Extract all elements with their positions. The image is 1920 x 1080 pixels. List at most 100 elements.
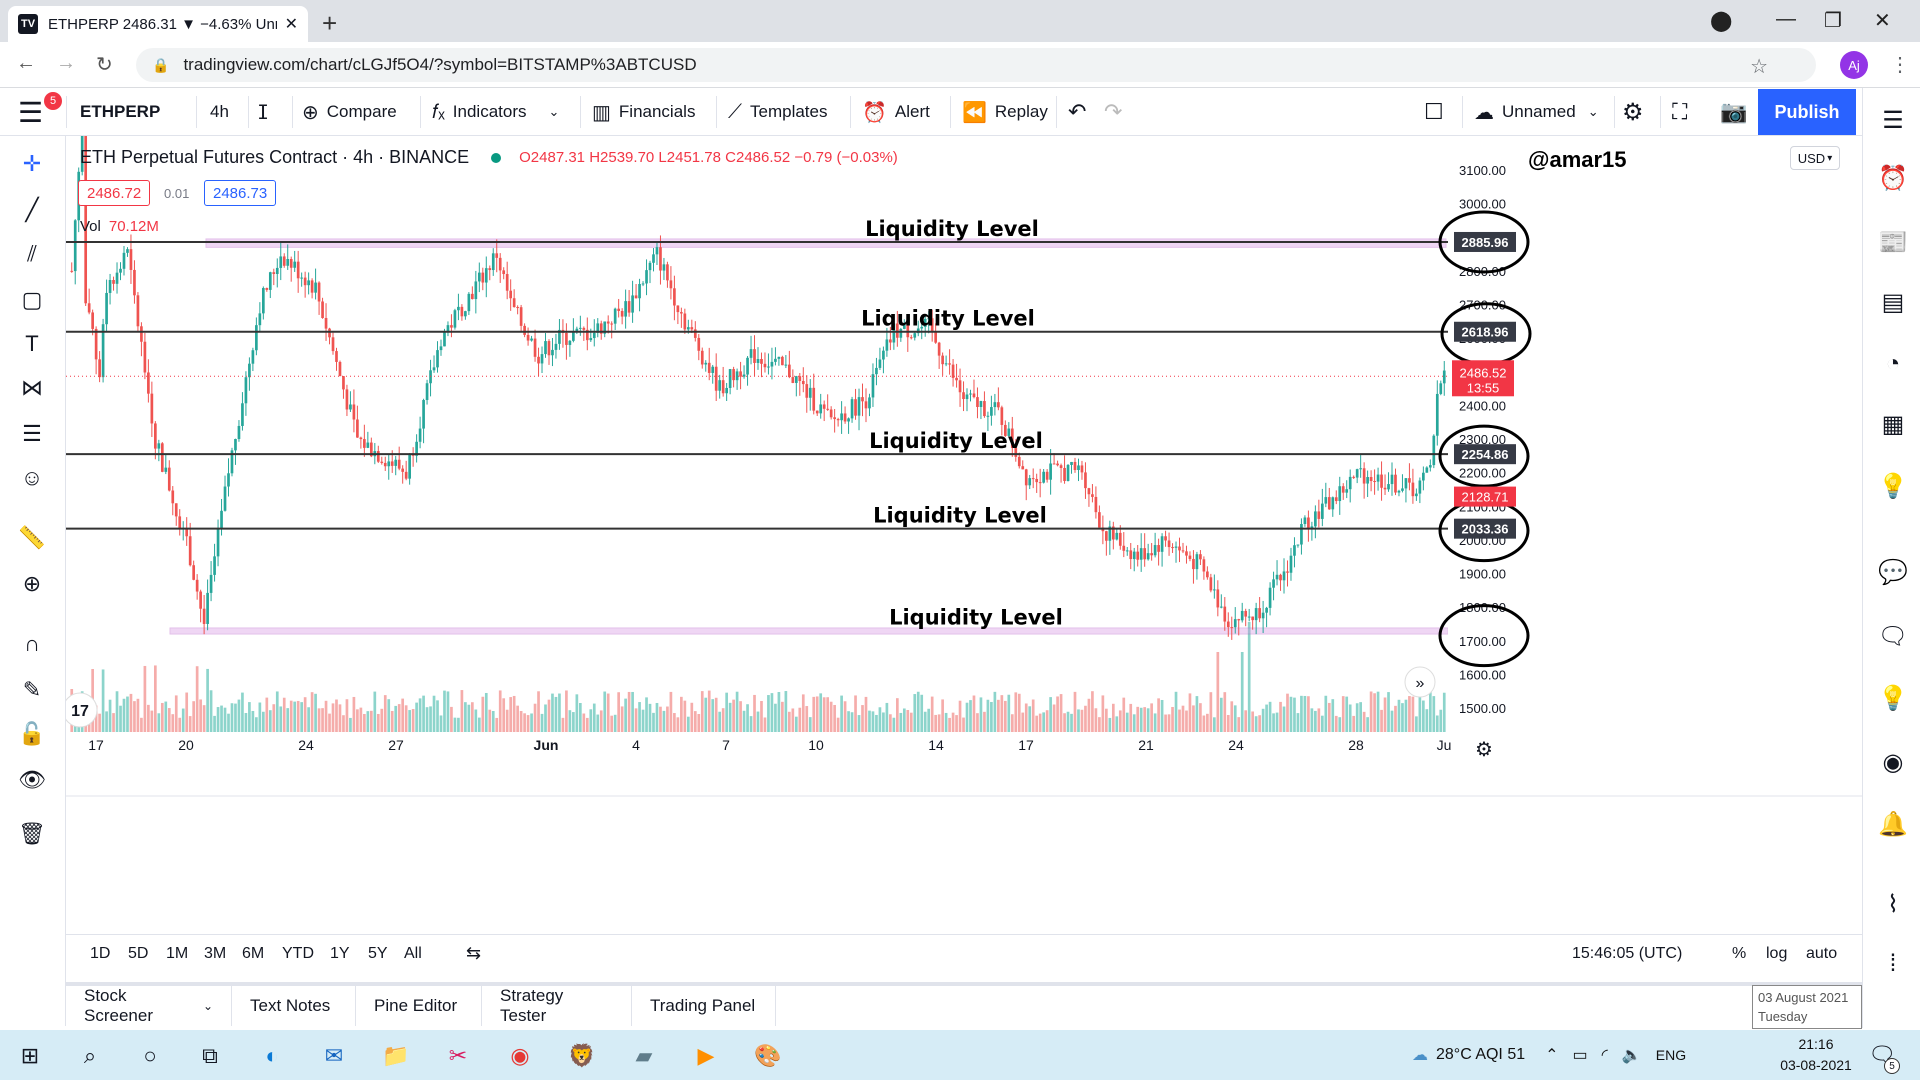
notifications-bell-icon[interactable]: 🔔 — [1878, 810, 1908, 838]
tab-stock-screener[interactable]: Stock Screener ⌄ — [66, 986, 232, 1026]
log-scale-toggle[interactable]: log — [1766, 945, 1788, 962]
trash-icon[interactable]: 🗑 — [18, 821, 46, 846]
ideas-bulb-icon[interactable]: 💡 — [1878, 472, 1908, 500]
media-player-icon[interactable]: ▶ — [697, 1043, 715, 1068]
volume-icon[interactable]: 🔈 — [1621, 1047, 1642, 1064]
paint-icon[interactable]: 🎨 — [754, 1043, 782, 1068]
zoom-in-icon[interactable]: ⊕ — [22, 571, 42, 596]
sell-price-button[interactable]: 2486.72 — [78, 180, 151, 206]
alert-button[interactable]: ⏰ Alert — [862, 101, 930, 124]
minimize-icon[interactable]: — — [1776, 8, 1796, 30]
scroll-realtime-button[interactable] — [1404, 666, 1436, 698]
fib-tool-icon[interactable]: ⫽ — [27, 241, 37, 266]
snip-tool-icon[interactable]: ✂ — [448, 1043, 468, 1068]
search-icon[interactable]: ⌕ — [83, 1043, 97, 1068]
tab-trading-panel[interactable]: Trading Panel — [632, 986, 776, 1026]
close-tab-icon[interactable]: ✕ — [284, 16, 298, 33]
symbol-search[interactable]: ETHPERP — [80, 102, 161, 121]
trend-icon[interactable]: ⌇ — [1887, 890, 1899, 918]
calendar-icon[interactable]: ▦ — [1881, 410, 1905, 438]
fullscreen-icon[interactable]: ⛶ — [1672, 99, 1688, 124]
trend-line-icon[interactable]: ╱ — [25, 197, 39, 222]
financials-button[interactable]: ▥ Financials — [592, 101, 696, 124]
range-1m[interactable]: 1M — [166, 945, 189, 962]
currency-select[interactable]: USD ▾ — [1790, 146, 1840, 170]
percent-scale-toggle[interactable]: % — [1732, 945, 1747, 962]
camera-icon[interactable]: 📷 — [1720, 99, 1748, 124]
emoji-icon[interactable]: ☺ — [20, 465, 44, 490]
range-ytd[interactable]: YTD — [282, 945, 314, 962]
back-icon[interactable]: ← — [16, 52, 36, 74]
replay-button[interactable]: ⏪ Replay — [962, 101, 1048, 124]
pattern-icon[interactable]: ⋈ — [21, 375, 43, 400]
browser-menu-icon[interactable]: ⋮ — [1890, 54, 1910, 76]
taskbar-clock[interactable]: 21:16 03-08-2021 — [1780, 1036, 1852, 1073]
chats-icon[interactable]: 💬 — [1878, 558, 1908, 586]
interval-select[interactable]: 4h — [210, 102, 229, 121]
alerts-clock-icon[interactable]: ⏰ — [1878, 164, 1908, 192]
windows-start-icon[interactable]: ⊞ — [20, 1043, 40, 1068]
crosshair-icon[interactable]: ✛ — [22, 151, 42, 176]
maximize-icon[interactable]: ❐ — [1824, 10, 1842, 32]
range-1d[interactable]: 1D — [90, 945, 111, 962]
chart-style-icon[interactable]: ⵊ — [258, 101, 269, 124]
undo-icon[interactable]: ↶ — [1068, 99, 1087, 124]
tab-pine-editor[interactable]: Pine Editor — [356, 986, 482, 1026]
forward-icon[interactable]: → — [56, 52, 76, 74]
redo-icon[interactable]: ↷ — [1104, 99, 1123, 124]
brave-icon[interactable]: 🦁 — [568, 1043, 596, 1068]
idea-stream-icon[interactable]: 💡 — [1878, 684, 1908, 712]
weather-cloud-icon[interactable]: ☁ — [1412, 1047, 1428, 1064]
browser-tab[interactable]: TV ETHPERP 2486.31 ▼ −4.63% Unn ✕ — [8, 6, 308, 42]
compare-button[interactable]: ⊕ Compare — [302, 101, 397, 124]
auto-scale-toggle[interactable]: auto — [1806, 945, 1838, 962]
layout-name-button[interactable]: ☁ Unnamed ⌄ — [1474, 101, 1599, 124]
magnet-icon[interactable]: ∩ — [24, 631, 40, 656]
buy-price-button[interactable]: 2486.73 — [204, 180, 277, 206]
reload-icon[interactable]: ↻ — [96, 54, 113, 76]
range-6m[interactable]: 6M — [242, 945, 265, 962]
tab-text-notes[interactable]: Text Notes — [232, 986, 356, 1026]
chrome-icon[interactable]: ◉ — [510, 1043, 530, 1068]
edge-browser-icon[interactable]: ◐ — [265, 1043, 279, 1068]
layout-square-icon[interactable]: ☐ — [1424, 99, 1444, 124]
shapes-icon[interactable]: ▢ — [21, 287, 43, 312]
main-menu-icon[interactable]: ☰ — [18, 96, 44, 128]
weather-text[interactable]: 28°C AQI 51 — [1436, 1046, 1526, 1063]
wifi-icon[interactable]: ◜ — [1601, 1047, 1608, 1064]
templates-button[interactable]: ⟋ Templates — [728, 100, 828, 123]
streams-icon[interactable]: ◉ — [1882, 748, 1904, 776]
range-5y[interactable]: 5Y — [368, 945, 388, 962]
url-field[interactable]: 🔒 tradingview.com/chart/cLGJf5O4/?symbol… — [136, 48, 1816, 82]
lock-icon[interactable]: 🔓 — [18, 721, 46, 746]
profile-menu-icon[interactable]: ⬤ — [1710, 10, 1733, 32]
volume-legend[interactable]: Vol 70.12M — [80, 218, 159, 235]
utc-clock[interactable]: 15:46:05 (UTC) — [1572, 945, 1683, 962]
more-dots-icon[interactable]: ⁞ — [1889, 950, 1897, 977]
close-window-icon[interactable]: ✕ — [1874, 10, 1891, 32]
app-icon[interactable]: ▰ — [635, 1043, 653, 1068]
publish-button[interactable]: Publish — [1758, 89, 1856, 135]
mail-icon[interactable]: ✉ — [324, 1043, 344, 1068]
indicators-button[interactable]: 𝑓ₓ Indicators ⌄ — [432, 100, 560, 123]
settings-gear-icon[interactable]: ⚙ — [1622, 98, 1644, 126]
range-1y[interactable]: 1Y — [330, 945, 350, 962]
task-view-icon[interactable]: ⧉ — [202, 1043, 218, 1068]
price-chart[interactable]: 3100.003000.002800.002700.002600.002400.… — [66, 136, 1862, 934]
avatar[interactable]: Aj — [1840, 51, 1868, 79]
liquidity-zone-upper[interactable] — [205, 238, 1447, 248]
ruler-icon[interactable]: 📏 — [18, 525, 46, 550]
file-explorer-icon[interactable]: 📁 — [382, 1043, 410, 1068]
goto-date-icon[interactable]: ⇆ — [466, 943, 482, 963]
bookmark-star-icon[interactable]: ☆ — [1750, 56, 1768, 78]
battery-icon[interactable]: ▭ — [1572, 1047, 1588, 1064]
prediction-icon[interactable]: ☰ — [22, 421, 42, 446]
price-axis[interactable] — [1448, 136, 1862, 796]
private-chats-icon[interactable]: 🗨 — [1877, 622, 1909, 650]
tab-strategy-tester[interactable]: Strategy Tester — [482, 986, 632, 1026]
watchlist-icon[interactable]: ☰ — [1882, 106, 1904, 134]
chevron-up-icon[interactable]: ⌃ — [1545, 1047, 1559, 1064]
range-3m[interactable]: 3M — [204, 945, 227, 962]
text-tool-icon[interactable]: T — [25, 331, 39, 356]
language-indicator[interactable]: ENG — [1655, 1047, 1687, 1063]
